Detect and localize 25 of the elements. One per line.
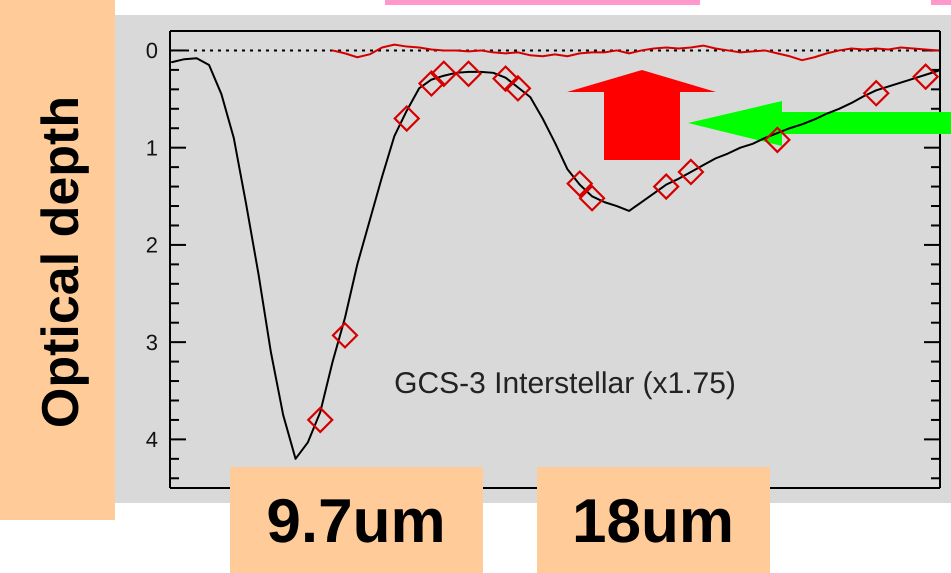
point xyxy=(332,322,358,348)
point xyxy=(307,406,334,434)
point xyxy=(430,60,457,87)
point xyxy=(863,80,890,106)
point xyxy=(653,173,680,200)
point xyxy=(504,75,532,102)
annotation: 18um xyxy=(572,487,734,556)
point xyxy=(566,170,593,197)
point xyxy=(912,64,939,90)
y-axis-title: Optical depth xyxy=(32,96,90,428)
line-series xyxy=(332,44,939,62)
y-tick-label: 0 xyxy=(146,38,158,64)
point xyxy=(678,158,704,186)
y-tick-label: 3 xyxy=(146,330,158,355)
point xyxy=(492,66,519,92)
y-tick-label: 2 xyxy=(146,232,158,258)
y-tick-label: 1 xyxy=(146,135,158,160)
annotation: 9.7um xyxy=(266,487,446,556)
point xyxy=(394,105,420,132)
y-tick-label: 4 xyxy=(146,427,158,452)
annotation: GCS-3 Interstellar (x1.75) xyxy=(394,367,736,400)
point xyxy=(455,60,482,87)
point xyxy=(578,185,606,212)
point xyxy=(418,70,445,97)
point xyxy=(764,126,790,153)
